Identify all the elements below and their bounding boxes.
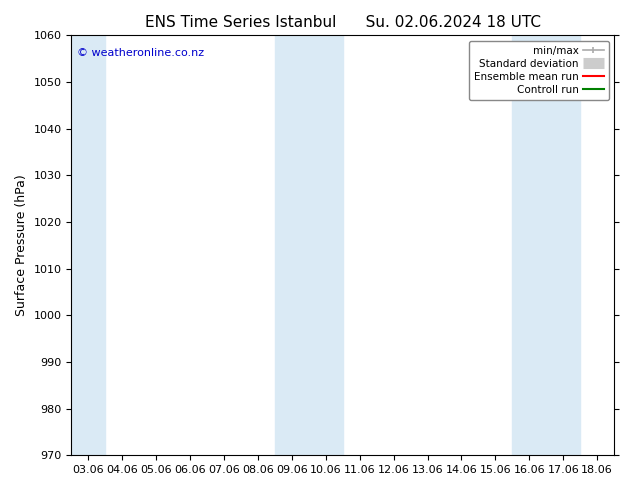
Title: ENS Time Series Istanbul      Su. 02.06.2024 18 UTC: ENS Time Series Istanbul Su. 02.06.2024 … <box>145 15 541 30</box>
Bar <box>72 35 105 455</box>
Bar <box>275 35 343 455</box>
Y-axis label: Surface Pressure (hPa): Surface Pressure (hPa) <box>15 174 28 316</box>
Legend: min/max, Standard deviation, Ensemble mean run, Controll run: min/max, Standard deviation, Ensemble me… <box>469 41 609 100</box>
Bar <box>512 35 580 455</box>
Text: © weatheronline.co.nz: © weatheronline.co.nz <box>77 48 204 58</box>
